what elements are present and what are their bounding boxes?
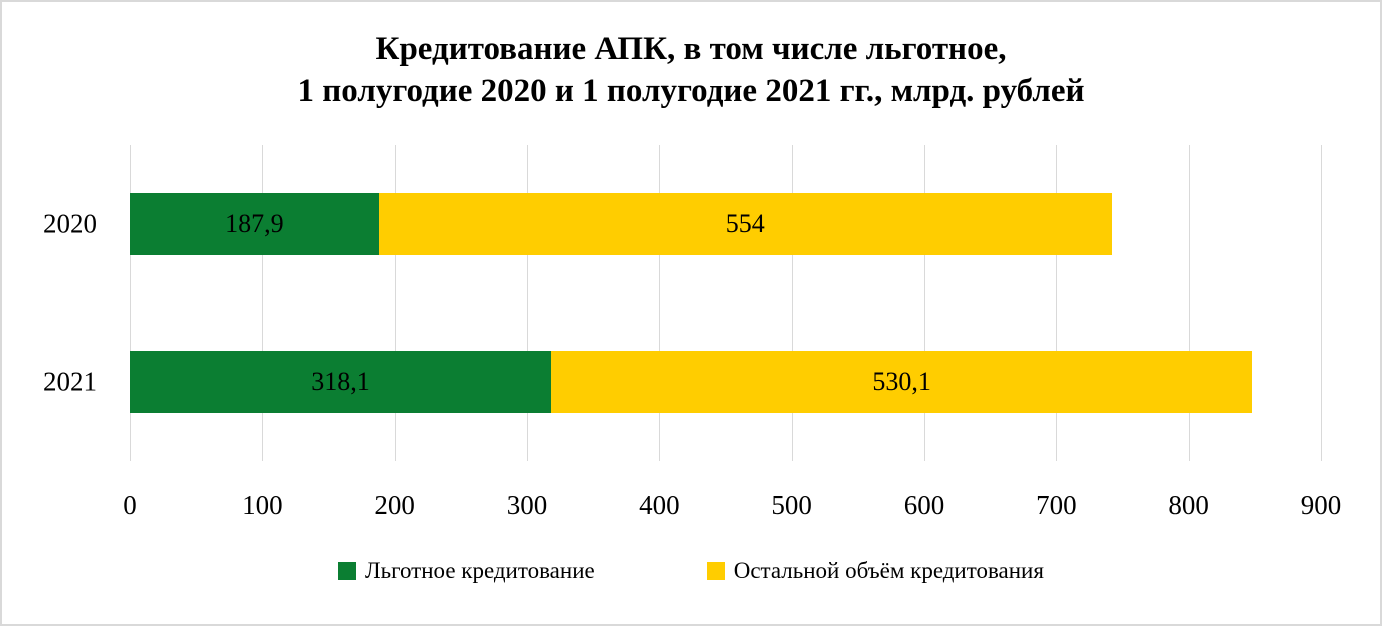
bar-segment: 530,1 bbox=[550, 351, 1253, 413]
gridline bbox=[527, 145, 528, 461]
gridline bbox=[262, 145, 264, 461]
chart-title: Кредитование АПК, в том числе льготное, … bbox=[2, 28, 1380, 112]
x-axis-tick-label: 400 bbox=[639, 490, 680, 520]
bar-segment: 554 bbox=[378, 193, 1112, 255]
bar-2020: 187,9 554 bbox=[130, 193, 1321, 255]
gridline bbox=[1056, 145, 1058, 461]
bar-segment: 187,9 bbox=[130, 193, 379, 255]
data-label: 530,1 bbox=[872, 367, 931, 396]
x-axis-tick-label: 300 bbox=[506, 490, 548, 520]
gridline bbox=[1188, 145, 1190, 461]
legend-swatch-icon bbox=[706, 562, 725, 580]
gridline bbox=[791, 145, 793, 461]
x-axis-tick-label: 500 bbox=[771, 490, 812, 520]
legend-label: Остальной объём кредитования bbox=[733, 558, 1044, 583]
x-axis-tick-label: 0 bbox=[123, 490, 137, 520]
bar-segment: 318,1 bbox=[130, 351, 551, 413]
data-label: 554 bbox=[725, 209, 765, 238]
gridline bbox=[1321, 145, 1322, 461]
gridline bbox=[924, 145, 925, 461]
data-label: 318,1 bbox=[311, 367, 370, 396]
plot-area: 187,9 554 318,1 530,1 bbox=[130, 145, 1322, 461]
legend-label: Льготное кредитование bbox=[365, 558, 595, 583]
gridline bbox=[130, 145, 131, 461]
x-axis-tick-label: 900 bbox=[1300, 490, 1342, 520]
legend-swatch-icon bbox=[338, 562, 357, 580]
gridline bbox=[394, 145, 396, 461]
x-axis-tick-label: 100 bbox=[242, 490, 283, 520]
legend-item: Остальной объём кредитования bbox=[706, 558, 1044, 584]
x-axis-tick-label: 700 bbox=[1036, 490, 1077, 520]
y-axis-category-label: 2021 bbox=[43, 366, 97, 397]
x-axis-tick-label: 600 bbox=[903, 490, 945, 520]
x-axis: 0 100 200 300 400 500 600 700 800 900 bbox=[123, 490, 1341, 524]
legend: Льготное кредитование Остальной объём кре… bbox=[2, 558, 1380, 584]
x-axis-tick-label: 800 bbox=[1168, 490, 1209, 520]
y-axis-category-label: 2020 bbox=[43, 208, 97, 239]
gridline bbox=[659, 145, 661, 461]
chart-title-line-2: 1 полугодие 2020 и 1 полугодие 2021 гг.,… bbox=[297, 73, 1085, 109]
chart-title-line-1: Кредитование АПК, в том числе льготное, bbox=[375, 31, 1007, 67]
bar-2021: 318,1 530,1 bbox=[130, 351, 1321, 413]
x-axis-tick-label: 200 bbox=[374, 490, 415, 520]
data-label: 187,9 bbox=[225, 209, 284, 238]
legend-item: Льготное кредитование bbox=[338, 558, 595, 584]
